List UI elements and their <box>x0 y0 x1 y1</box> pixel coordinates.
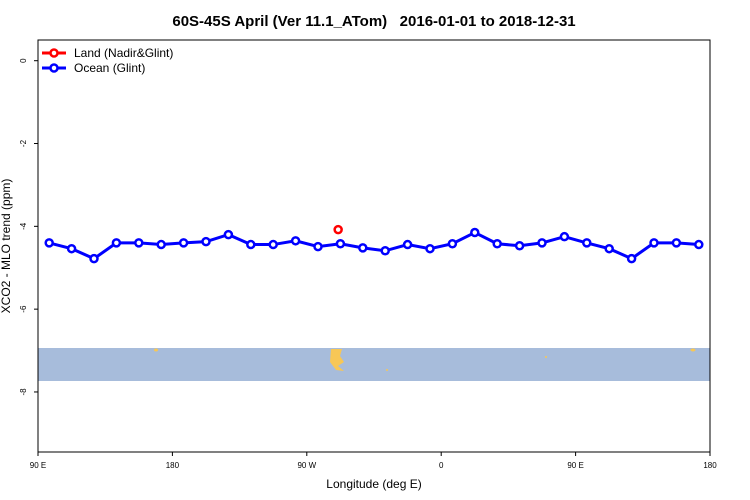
y-tick-label: -6 <box>19 305 28 313</box>
data-point <box>447 238 458 249</box>
y-tick-label: -2 <box>19 139 28 147</box>
data-point <box>178 238 189 248</box>
data-point <box>246 239 256 250</box>
data-point <box>134 238 144 248</box>
data-point <box>44 238 54 248</box>
data-point <box>537 238 547 248</box>
data-point <box>582 238 592 248</box>
data-point <box>313 241 323 252</box>
x-tick-label: 90 E <box>567 461 583 470</box>
data-point <box>671 238 682 248</box>
data-point <box>201 236 211 247</box>
x-tick-label: 180 <box>703 461 717 470</box>
data-point <box>89 253 99 264</box>
x-tick-label: 90 E <box>30 461 46 470</box>
data-point <box>402 239 413 250</box>
data-point <box>492 238 502 249</box>
data-point <box>694 239 704 250</box>
series-line <box>48 230 699 261</box>
x-tick-label: 180 <box>166 461 180 470</box>
data-point <box>333 224 343 235</box>
legend-label: Land (Nadir&Glint) <box>74 46 173 60</box>
x-tick-label: 90 W <box>297 461 316 470</box>
data-point <box>290 236 301 246</box>
data-point <box>66 243 77 254</box>
legend-label: Ocean (Glint) <box>74 61 145 75</box>
data-point <box>358 243 368 253</box>
data-point <box>268 239 278 250</box>
data-point <box>626 253 637 264</box>
y-tick-label: -8 <box>19 388 28 396</box>
chart-title: 60S-45S April (Ver 11.1_ATom) 2016-01-01… <box>172 13 575 30</box>
data-point <box>425 243 435 254</box>
data-point <box>559 231 570 242</box>
data-point <box>335 238 346 249</box>
data-point <box>156 239 166 250</box>
data-point <box>649 238 659 248</box>
x-axis-label: Longitude (deg E) <box>326 477 421 491</box>
plot-frame <box>37 39 711 453</box>
data-point <box>604 243 614 254</box>
x-tick-label: 0 <box>439 461 444 470</box>
data-point <box>223 229 234 240</box>
legend-marker <box>49 63 59 73</box>
y-axis-label: XCO2 - MLO trend (ppm) <box>0 179 13 314</box>
data-point <box>470 227 480 238</box>
legend-marker <box>49 48 59 58</box>
data-point <box>514 241 525 251</box>
data-point <box>111 238 122 248</box>
map-band <box>38 348 710 381</box>
data-point <box>380 246 390 256</box>
y-tick-label: 0 <box>19 58 28 63</box>
y-tick-label: -4 <box>19 222 28 230</box>
land-shapes <box>154 348 696 371</box>
